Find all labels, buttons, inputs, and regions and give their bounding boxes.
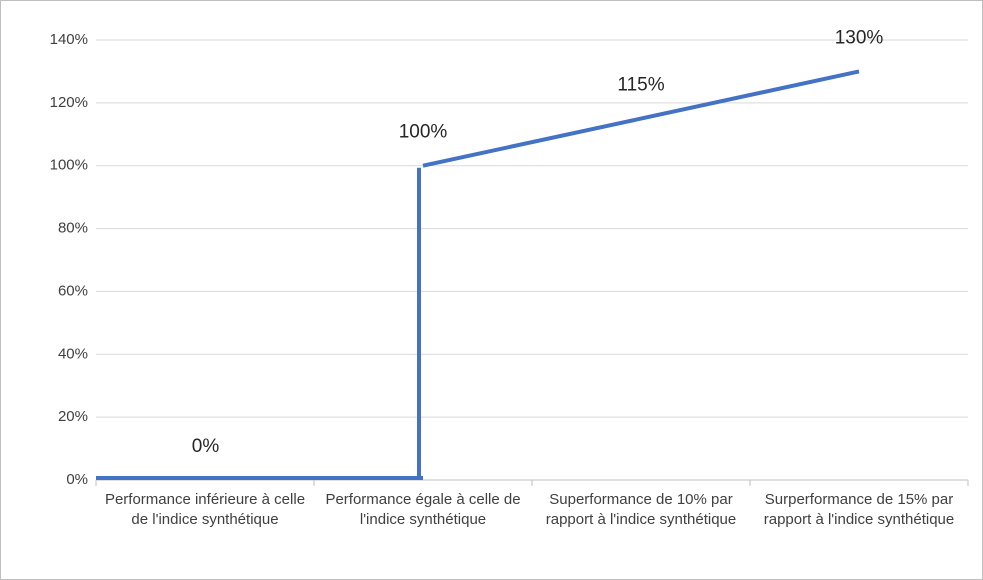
- x-tick-label: Performance inférieure à celle de l'indi…: [104, 491, 306, 528]
- y-tick-label: 140%: [50, 31, 88, 48]
- data-label: 130%: [835, 27, 884, 48]
- y-tick-label: 0%: [66, 471, 88, 488]
- y-tick-label: 40%: [58, 345, 88, 362]
- y-tick-label: 100%: [50, 157, 88, 174]
- y-tick-label: 80%: [58, 220, 88, 237]
- y-tick-label: 120%: [50, 94, 88, 111]
- x-tick-label: Superformance de 10% par rapport à l'ind…: [545, 491, 737, 528]
- data-label: 100%: [399, 122, 448, 143]
- line-series: [422, 69, 860, 168]
- data-label: 0%: [192, 436, 220, 457]
- x-tick-label: Surperformance de 15% par rapport à l'in…: [763, 491, 955, 528]
- x-tick-label: Performance égale à celle de l'indice sy…: [325, 491, 521, 528]
- y-tick-label: 20%: [58, 408, 88, 425]
- y-tick-label: 60%: [58, 282, 88, 299]
- data-label: 115%: [617, 75, 664, 96]
